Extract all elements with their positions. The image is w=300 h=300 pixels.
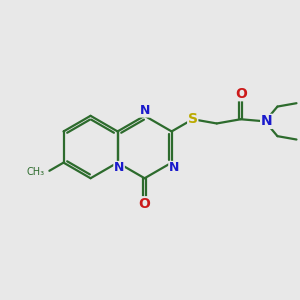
Text: N: N [169, 161, 179, 175]
Text: N: N [261, 114, 272, 128]
Text: O: O [139, 197, 151, 211]
Text: N: N [140, 104, 150, 117]
Text: O: O [235, 87, 247, 101]
Text: S: S [188, 112, 198, 126]
Text: CH₃: CH₃ [27, 167, 45, 177]
Text: N: N [114, 161, 124, 175]
